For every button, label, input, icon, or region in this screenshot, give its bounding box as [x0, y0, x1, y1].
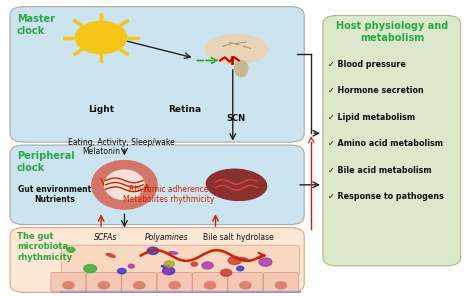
- FancyBboxPatch shape: [192, 273, 228, 292]
- Text: Polyamines: Polyamines: [145, 233, 188, 242]
- FancyBboxPatch shape: [323, 15, 461, 266]
- Text: Peripheral
clock: Peripheral clock: [17, 151, 75, 173]
- Circle shape: [240, 282, 251, 289]
- Circle shape: [128, 264, 135, 268]
- Circle shape: [228, 256, 241, 265]
- Circle shape: [220, 269, 232, 276]
- Text: Retina: Retina: [169, 105, 202, 114]
- FancyBboxPatch shape: [122, 273, 157, 292]
- Text: Melatonin: Melatonin: [82, 147, 120, 155]
- FancyBboxPatch shape: [86, 273, 121, 292]
- Text: Gut environment
Nutrients: Gut environment Nutrients: [18, 185, 91, 204]
- Text: Host physiology and
metabolism: Host physiology and metabolism: [336, 21, 448, 43]
- Text: ✓ Hormone secretion: ✓ Hormone secretion: [328, 86, 423, 95]
- Ellipse shape: [206, 169, 267, 200]
- Text: ✓ Lipid metabolism: ✓ Lipid metabolism: [328, 113, 415, 122]
- FancyBboxPatch shape: [10, 7, 304, 142]
- Circle shape: [204, 282, 216, 289]
- Circle shape: [134, 282, 145, 289]
- Text: ✓ Bile acid metabolism: ✓ Bile acid metabolism: [328, 166, 431, 175]
- Ellipse shape: [240, 258, 248, 260]
- FancyBboxPatch shape: [10, 228, 304, 292]
- FancyBboxPatch shape: [62, 245, 300, 276]
- Circle shape: [98, 282, 109, 289]
- Text: ✓ Amino acid metabolism: ✓ Amino acid metabolism: [328, 139, 443, 148]
- Circle shape: [84, 265, 97, 273]
- Ellipse shape: [106, 254, 115, 257]
- Text: SCFAs: SCFAs: [94, 233, 118, 242]
- Circle shape: [275, 282, 286, 289]
- Circle shape: [169, 282, 180, 289]
- Ellipse shape: [164, 267, 170, 274]
- Circle shape: [118, 268, 126, 274]
- Circle shape: [67, 247, 75, 252]
- Text: SCN: SCN: [226, 114, 245, 123]
- FancyBboxPatch shape: [157, 273, 192, 292]
- Ellipse shape: [92, 160, 157, 209]
- Circle shape: [163, 267, 174, 275]
- Ellipse shape: [205, 35, 268, 64]
- Circle shape: [147, 247, 159, 254]
- Text: ✓ Blood pressure: ✓ Blood pressure: [328, 59, 405, 69]
- FancyBboxPatch shape: [51, 273, 86, 292]
- Ellipse shape: [105, 170, 144, 200]
- FancyBboxPatch shape: [264, 273, 298, 292]
- Ellipse shape: [169, 252, 178, 254]
- Ellipse shape: [161, 265, 170, 268]
- Text: Eating, Activity, Sleep/wake: Eating, Activity, Sleep/wake: [68, 138, 175, 147]
- FancyBboxPatch shape: [10, 145, 304, 225]
- Text: Master
clock: Master clock: [17, 14, 55, 36]
- Text: Light: Light: [88, 105, 114, 114]
- Circle shape: [75, 21, 127, 54]
- Circle shape: [164, 261, 174, 267]
- Text: Rhythmic adherence
Metabolites rhythmicity: Rhythmic adherence Metabolites rhythmici…: [123, 185, 214, 204]
- Text: Bile salt hydrolase: Bile salt hydrolase: [203, 233, 274, 242]
- FancyBboxPatch shape: [228, 273, 263, 292]
- Circle shape: [191, 262, 198, 266]
- Ellipse shape: [235, 60, 248, 77]
- Circle shape: [202, 262, 213, 269]
- Text: The gut
microbiota
rhythmicity: The gut microbiota rhythmicity: [17, 232, 72, 262]
- Circle shape: [259, 258, 272, 266]
- Circle shape: [237, 266, 244, 271]
- Text: ✓ Response to pathogens: ✓ Response to pathogens: [328, 192, 444, 201]
- Circle shape: [63, 282, 74, 289]
